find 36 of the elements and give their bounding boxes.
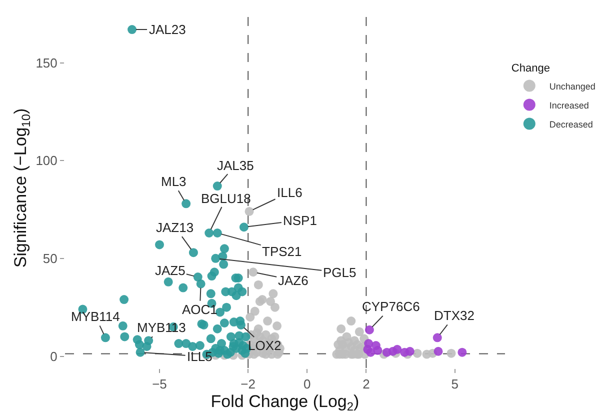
annotation: MYB114 [71,309,120,324]
x-tick-label: 0 [304,376,311,392]
point [364,325,374,334]
x-tick-label: −5 [152,376,167,392]
annotation: CYP76C6 [362,299,420,314]
annotation: LOX2 [248,338,282,353]
point [432,333,442,342]
point [458,348,467,357]
annotation: TPS21 [262,244,302,259]
annotation: JAL23 [149,22,186,37]
legend-label: Increased [549,100,589,110]
annotation: JAZ13 [156,220,194,235]
legend-label: Unchanged [549,81,596,92]
annotation: PGL5 [323,265,356,280]
x-tick-label: 5 [451,376,458,392]
point [400,348,410,357]
annotation: ML3 [161,174,186,189]
annotation: AOC1 [182,302,218,317]
point [363,344,372,354]
y-tick-label: 150 [36,55,58,70]
annotation: JAZ6 [278,273,308,288]
annotation: ILL6 [277,185,302,200]
annotation: BGLU18 [201,191,251,206]
y-tick-label: 100 [36,153,58,168]
annotation: NSP1 [283,213,317,228]
x-tick-label: 2 [362,376,370,392]
annotation: DTX32 [434,308,474,323]
annotation: JAZ5 [155,263,186,278]
point [434,346,443,356]
y-tick-label: 50 [42,250,58,266]
y-tick-label: 0 [50,348,58,364]
x-tick-label: −2 [240,376,256,392]
legend-label: Decreased [549,119,593,130]
legend-title: Change [511,62,550,74]
point [392,344,402,354]
x-axis-title: Fold Change (Log$_{2}$) [210,392,360,414]
